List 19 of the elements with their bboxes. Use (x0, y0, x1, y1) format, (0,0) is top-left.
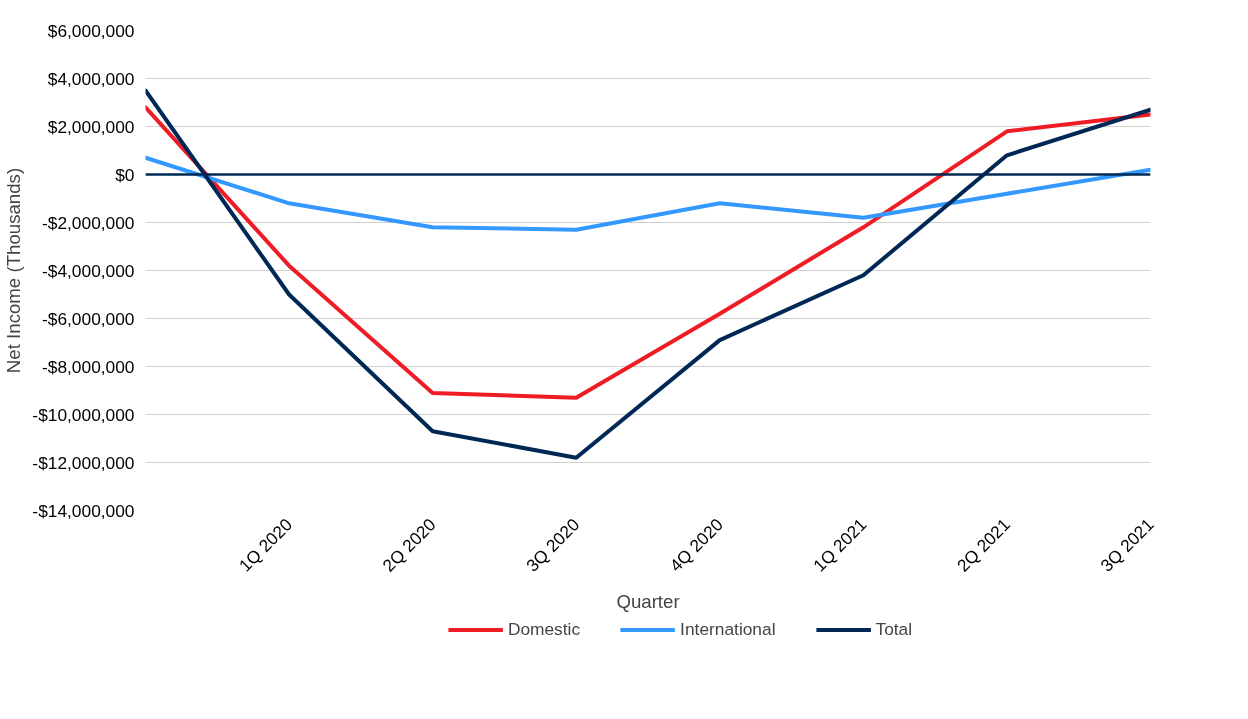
y-tick-label: -$12,000,000 (32, 452, 135, 473)
legend-label: Domestic (507, 618, 581, 640)
y-tick-label: -$10,000,000 (32, 404, 135, 425)
y-tick-label: $6,000,000 (47, 20, 135, 41)
y-tick-label: $0 (115, 164, 135, 185)
line-series (145, 155, 1151, 232)
y-tick-label: -$8,000,000 (42, 356, 135, 377)
x-axis-title: Quarter (616, 590, 680, 612)
y-tick-label: -$6,000,000 (42, 308, 135, 329)
line-series (145, 105, 1151, 400)
y-tick-label: -$4,000,000 (42, 260, 135, 281)
y-tick-label: $2,000,000 (47, 116, 135, 137)
line-series (145, 88, 1151, 460)
legend-label: International (680, 618, 776, 640)
y-tick-label: $4,000,000 (47, 68, 135, 89)
legend-label: Total (875, 618, 913, 640)
y-tick-label: -$2,000,000 (42, 212, 135, 233)
y-tick-label: -$14,000,000 (32, 500, 135, 521)
y-axis-title: Net Income (Thousands) (3, 167, 25, 374)
